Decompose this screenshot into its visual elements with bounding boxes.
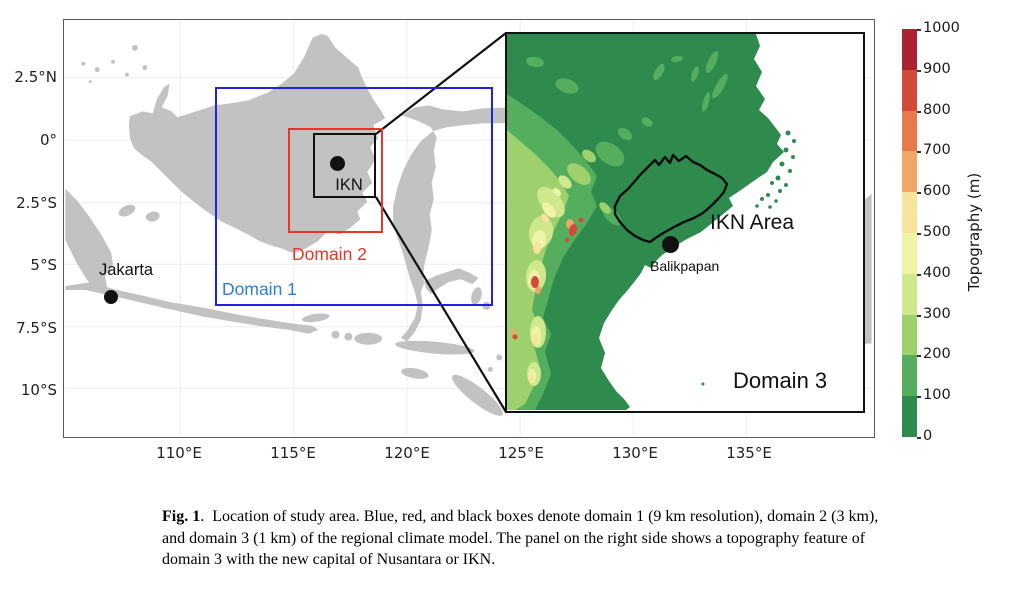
caption-line-1: Fig. 1. Location of study area. Blue, re… (162, 508, 879, 525)
x-tick-130e: 130°E (612, 444, 658, 462)
colorbar-band (902, 151, 917, 193)
x-tick-135e: 135°E (726, 444, 772, 462)
colorbar-label-900: 900 (923, 61, 951, 77)
colorbar-tick (917, 29, 921, 31)
small-islands (81, 44, 148, 84)
colorbar-title: Topography (m) (965, 172, 983, 292)
ikn-area-label: IKN Area (710, 211, 795, 234)
domain2-label: Domain 2 (292, 244, 367, 264)
balikpapan-marker (662, 236, 679, 253)
colorbar-tick (917, 70, 921, 72)
colorbar-label-300: 300 (923, 306, 951, 322)
colorbar-tick (917, 315, 921, 317)
topography-canvas (507, 34, 796, 410)
colorbar-tick (917, 437, 921, 439)
y-tick-5s: 5°S (30, 256, 57, 274)
kalimantan-coast (507, 34, 784, 410)
x-tick-120e: 120°E (384, 444, 430, 462)
colorbar-label-600: 600 (923, 183, 951, 199)
y-tick-0: 0° (39, 131, 57, 149)
x-tick-115e: 115°E (270, 444, 316, 462)
topography-elevation-bands (507, 50, 728, 410)
colorbar-tick (917, 233, 921, 235)
colorbar-tick (917, 192, 921, 194)
colorbar-band (902, 314, 917, 356)
figure-caption: Fig. 1. Location of study area. Blue, re… (162, 506, 1022, 571)
colorbar-band (902, 355, 917, 397)
colorbar-label-400: 400 (923, 265, 951, 281)
colorbar-band (902, 232, 917, 274)
x-tick-110e: 110°E (156, 444, 202, 462)
colorbar-label-500: 500 (923, 224, 951, 240)
domain1-label: Domain 1 (222, 279, 297, 299)
mahakam-delta-islets (701, 130, 796, 386)
domain3-box (313, 133, 376, 198)
sumatra-landmass (65, 188, 160, 293)
ikn-marker (330, 156, 345, 171)
jakarta-label: Jakarta (99, 261, 154, 279)
colorbar-band (902, 110, 917, 152)
y-tick-10s: 10°S (20, 381, 57, 399)
y-tick-7p5s: 7.5°S (16, 319, 57, 337)
colorbar-tick (917, 274, 921, 276)
colorbar-tick (917, 355, 921, 357)
colorbar-label-200: 200 (923, 346, 951, 362)
colorbar-label-0: 0 (923, 428, 933, 444)
x-tick-125e: 125°E (498, 444, 544, 462)
colorbar-label-700: 700 (923, 142, 951, 158)
domain2-box (288, 128, 383, 233)
colorbar-band (902, 192, 917, 233)
colorbar-label-800: 800 (923, 102, 951, 118)
domain3-inset-panel: IKN Area Balikpapan Domain 3 (505, 32, 865, 413)
caption-line-3: domain 3 with the new capital of Nusanta… (162, 551, 496, 568)
y-tick-2p5n: 2.5°N (14, 68, 57, 86)
colorbar-band (902, 273, 917, 315)
colorbar-label-100: 100 (923, 387, 951, 403)
jakarta-marker (104, 290, 118, 304)
caption-line-2: and domain 3 (1 km) of the regional clim… (162, 529, 866, 547)
y-tick-2p5s: 2.5°S (16, 194, 57, 212)
caption-figure-number: Fig. 1 (162, 508, 201, 525)
colorbar-tick (917, 151, 921, 153)
colorbar-tick (917, 111, 921, 113)
ikn-label: IKN (335, 176, 363, 194)
colorbar-label-1000: 1000 (923, 20, 960, 36)
ikn-area-outline (613, 153, 729, 244)
colorbar-band (902, 396, 917, 437)
balikpapan-label: Balikpapan (650, 258, 720, 274)
colorbar-band (902, 29, 917, 70)
domain3-label: Domain 3 (733, 368, 828, 393)
colorbar-tick (917, 396, 921, 398)
colorbar-band (902, 69, 917, 111)
topography-colorbar (902, 29, 917, 437)
